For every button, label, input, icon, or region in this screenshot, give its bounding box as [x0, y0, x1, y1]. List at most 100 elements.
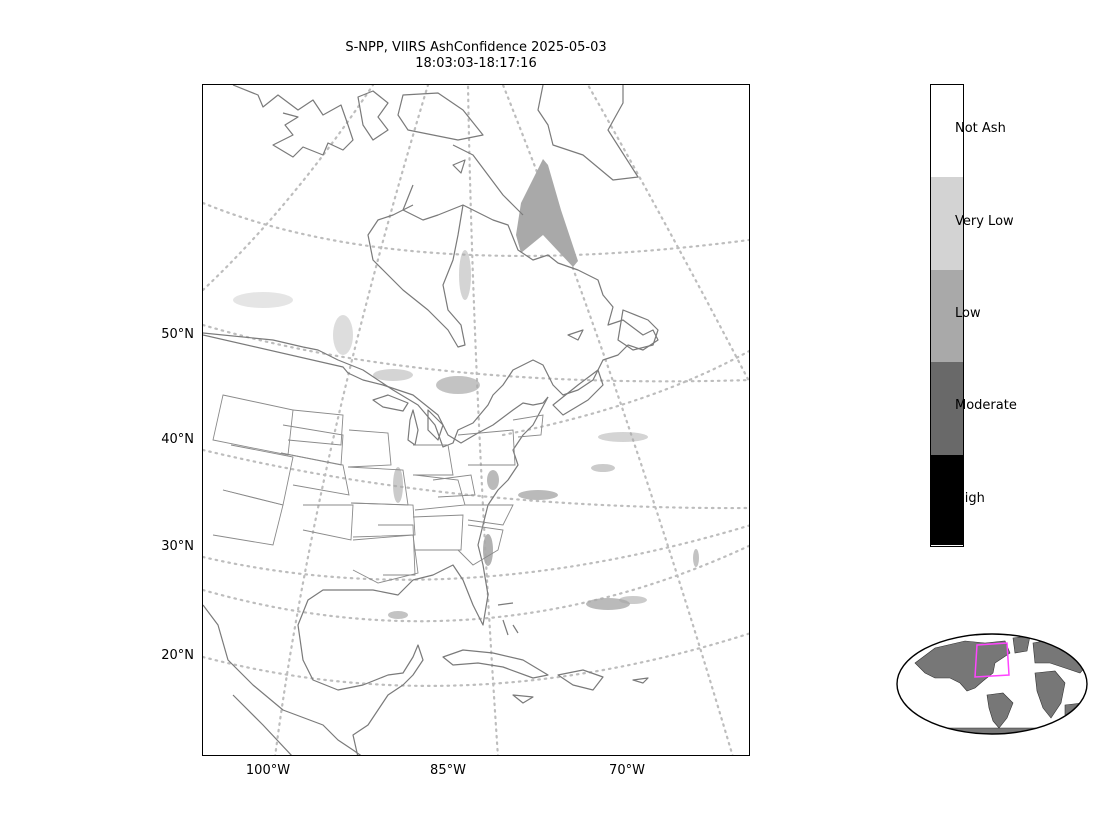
mexico-coast [203, 604, 362, 755]
graticule [203, 85, 749, 755]
lon-label-100w: 100°W [245, 763, 291, 778]
border-line-5 [347, 429, 392, 468]
state-borders [212, 394, 544, 584]
arctic-islands-3 [397, 92, 484, 141]
ash-patch-mississippi [393, 467, 403, 503]
colorbar-label-very-low: Very Low [955, 214, 1014, 229]
meridian-left [203, 85, 375, 292]
colorbar-segment-high [931, 455, 963, 545]
colorbar-segment-moderate [931, 362, 963, 455]
lat-label-30n: 30°N [161, 539, 194, 554]
colorbar [930, 84, 964, 547]
border-line-11 [352, 534, 419, 584]
lat-label-50n: 50°N [161, 327, 194, 342]
colorbar-segment-not-ash [931, 85, 963, 177]
lon-label-70w: 70°W [609, 763, 645, 778]
border-line-8 [302, 504, 354, 541]
inset-australia [1064, 702, 1087, 719]
inset-north-america [914, 640, 1011, 692]
lat-label-40n: 40°N [161, 432, 194, 447]
meridian-85w [466, 85, 499, 755]
inset-globe-outline [896, 633, 1088, 735]
ash-patch-east [693, 549, 699, 567]
ash-pixels [233, 159, 699, 619]
newfoundland [617, 309, 659, 351]
ash-patch-carolina [487, 470, 499, 490]
colorbar-label-high: High [955, 491, 985, 506]
meridian-right [586, 85, 749, 384]
arctic-islands-1 [232, 85, 354, 158]
border-line-20 [432, 474, 476, 498]
inset-south-america [986, 692, 1014, 729]
border-line-14 [465, 504, 514, 526]
border-line-2 [287, 409, 344, 446]
lake-huron [427, 409, 444, 441]
map-svg [203, 85, 749, 755]
inset-africa [1034, 670, 1066, 719]
border-line-19 [512, 414, 544, 438]
lat-label-20n: 20°N [161, 648, 194, 663]
ash-patch-ontario [333, 315, 353, 355]
inset-region-box [974, 642, 1010, 678]
map-title: S-NPP, VIIRS AshConfidence 2025-05-03 18… [202, 40, 750, 72]
parallel-20n [203, 632, 749, 687]
ash-patch-atlantic-1 [518, 490, 558, 500]
ash-patch-atlantic-5 [619, 596, 647, 604]
inset-svg [896, 633, 1088, 735]
us-east-coast [297, 396, 549, 755]
ash-patch-great-lakes [373, 369, 413, 381]
coastlines [203, 85, 659, 755]
ash-patch-florida [483, 534, 493, 566]
parallel-40n [203, 448, 749, 510]
lake-superior [372, 394, 409, 412]
border-line-13 [414, 474, 466, 511]
ash-patch-gulf [388, 611, 408, 619]
cuba [442, 649, 549, 679]
colorbar-label-not-ash: Not Ash [955, 121, 1006, 136]
border-line-15 [457, 524, 504, 566]
lake-michigan [407, 409, 419, 446]
jamaica [512, 694, 534, 704]
ash-patch-atlantic-3 [598, 432, 648, 442]
us-canada-border [203, 334, 549, 444]
map-panel[interactable] [202, 84, 750, 756]
border-line-1 [212, 394, 294, 456]
border-line-7 [350, 502, 416, 538]
puerto-rico [632, 677, 649, 684]
border-line-4 [280, 452, 350, 496]
greenland-coast [537, 85, 639, 181]
pei [567, 329, 584, 341]
colorbar-label-moderate: Moderate [955, 398, 1017, 413]
parallel-45n-right [501, 349, 749, 437]
arctic-islands-4 [452, 159, 466, 174]
border-line-17 [378, 524, 416, 576]
nova-scotia [552, 369, 604, 416]
border-line-18 [457, 429, 516, 466]
parallel-50n [203, 323, 749, 383]
colorbar-segment-low [931, 270, 963, 362]
ash-patch-quebec [436, 376, 480, 394]
parallel-30n [203, 524, 749, 581]
title-line-1: S-NPP, VIIRS AshConfidence 2025-05-03 [345, 40, 607, 55]
world-inset-map [895, 633, 1089, 735]
baffin-coast [452, 144, 524, 216]
meridian-100w [274, 85, 430, 755]
hispaniola [557, 669, 604, 691]
ash-patch-hudson [459, 250, 471, 300]
arctic-islands-2 [357, 90, 389, 141]
title-line-2: 18:03:03-18:17:16 [415, 56, 537, 71]
ash-patch-atlantic-2 [591, 464, 615, 472]
parallel-25n [203, 544, 749, 623]
ash-plume-greenland [516, 159, 578, 267]
james-bay [367, 204, 466, 348]
border-line-10 [212, 489, 284, 546]
border-line-16 [412, 514, 464, 551]
lon-label-85w: 85°W [430, 763, 466, 778]
colorbar-segment-very-low [931, 177, 963, 270]
rockies-line [232, 694, 292, 755]
colorbar-label-low: Low [955, 306, 981, 321]
ash-patch-west [233, 292, 293, 308]
border-line-12 [413, 444, 454, 476]
ash-patch-atlantic-4 [586, 598, 630, 610]
parallel-60n [203, 201, 749, 257]
